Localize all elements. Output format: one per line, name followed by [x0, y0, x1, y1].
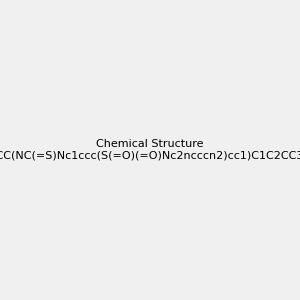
Text: Chemical Structure
CCCC(NC(=S)Nc1ccc(S(=O)(=O)Nc2ncccn2)cc1)C1C2CC3CC: Chemical Structure CCCC(NC(=S)Nc1ccc(S(=…: [0, 139, 300, 161]
